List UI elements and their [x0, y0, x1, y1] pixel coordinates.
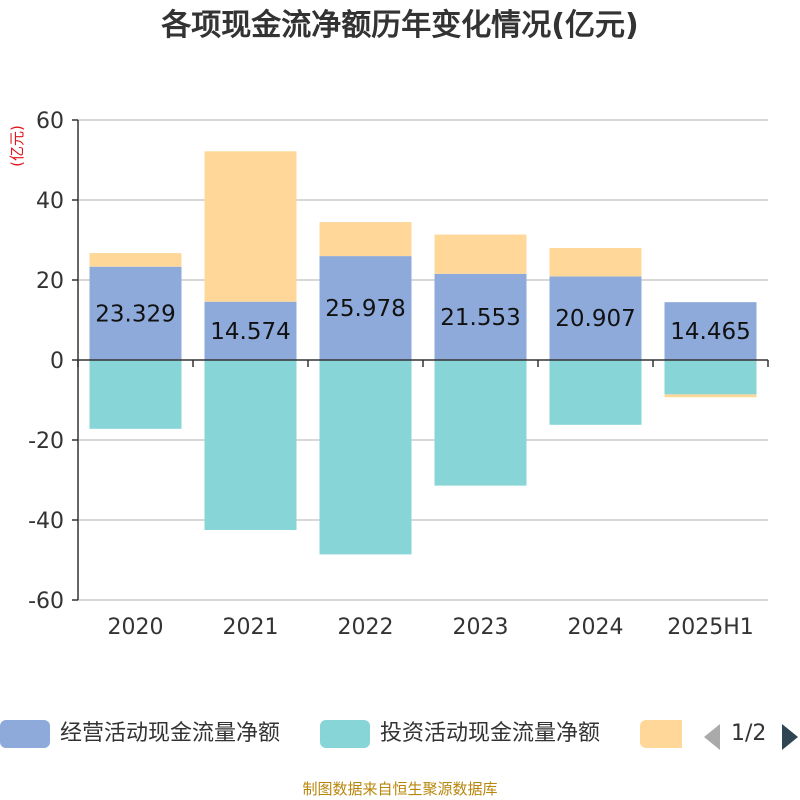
grid-lines: [78, 119, 768, 601]
bar-operating[interactable]: [549, 276, 642, 360]
x-tick-label: 2022: [338, 615, 394, 640]
bar-investing[interactable]: [319, 360, 412, 555]
data-label: 25.978: [325, 296, 405, 322]
axes: [72, 119, 769, 601]
y-tick-label: 60: [36, 109, 64, 134]
y-tick-label: 40: [36, 189, 64, 214]
legend-swatch-third: [640, 720, 682, 748]
bar-operating[interactable]: [664, 302, 757, 360]
bar-third[interactable]: [319, 222, 412, 257]
y-tick-label: -40: [28, 509, 64, 534]
bar-operating[interactable]: [434, 273, 527, 360]
y-axis-label: (亿元): [8, 125, 26, 167]
legend-page-indicator: 1/2: [731, 721, 767, 746]
bar-operating[interactable]: [319, 256, 412, 360]
bars: [89, 151, 757, 555]
data-labels: 23.329 14.574 25.978 21.553 20.907 14.465: [95, 296, 750, 345]
legend-swatch-operating: [0, 720, 50, 748]
data-label: 14.574: [210, 319, 290, 345]
y-tick-label: 20: [36, 269, 64, 294]
bar-operating[interactable]: [204, 301, 297, 360]
bar-third[interactable]: [89, 253, 182, 267]
legend: 经营活动现金流量净额 投资活动现金流量净额 1/2: [0, 716, 800, 756]
y-tick-label: -60: [28, 589, 64, 614]
x-tick-label: 2023: [453, 615, 509, 640]
bar-investing[interactable]: [204, 360, 297, 530]
data-label: 14.465: [670, 319, 750, 345]
x-tick-label: 2021: [223, 615, 279, 640]
legend-item-investing[interactable]: 投资活动现金流量净额: [320, 716, 630, 752]
legend-label-operating: 经营活动现金流量净额: [60, 721, 281, 746]
legend-prev-page-icon[interactable]: [700, 722, 724, 752]
stacked-bar-chart: 60 40 20 0 -20 -40 -60 2020 2021 2022 2023 2024 2025…: [8, 109, 769, 640]
bar-operating[interactable]: [89, 266, 182, 360]
bar-third[interactable]: [664, 394, 757, 398]
legend-item-third[interactable]: [640, 716, 690, 752]
data-label: 20.907: [555, 306, 635, 332]
legend-label-investing: 投资活动现金流量净额: [380, 721, 601, 746]
bar-investing[interactable]: [434, 360, 527, 486]
bar-investing[interactable]: [549, 360, 642, 425]
y-tick-label: -20: [28, 429, 64, 454]
data-label: 23.329: [95, 301, 175, 327]
legend-item-operating[interactable]: 经营活动现金流量净额: [0, 716, 310, 752]
legend-next-page-icon[interactable]: [778, 722, 800, 752]
bar-investing[interactable]: [664, 360, 757, 395]
tick-labels: 60 40 20 0 -20 -40 -60 2020 2021 2022 2023 2024 2025…: [28, 109, 754, 640]
source-footer: 制图数据来自恒生聚源数据库: [302, 780, 498, 798]
bar-third[interactable]: [549, 247, 642, 277]
bar-third[interactable]: [204, 151, 297, 302]
chart-title: 各项现金流净额历年变化情况(亿元): [161, 8, 639, 43]
bar-third[interactable]: [434, 234, 527, 274]
data-label: 21.553: [440, 305, 520, 331]
x-tick-label: 2024: [568, 615, 624, 640]
bar-investing[interactable]: [89, 360, 182, 429]
x-tick-label: 2020: [108, 615, 164, 640]
x-tick-label: 2025H1: [667, 615, 754, 640]
y-tick-label: 0: [50, 349, 64, 374]
legend-swatch-investing: [320, 720, 370, 748]
